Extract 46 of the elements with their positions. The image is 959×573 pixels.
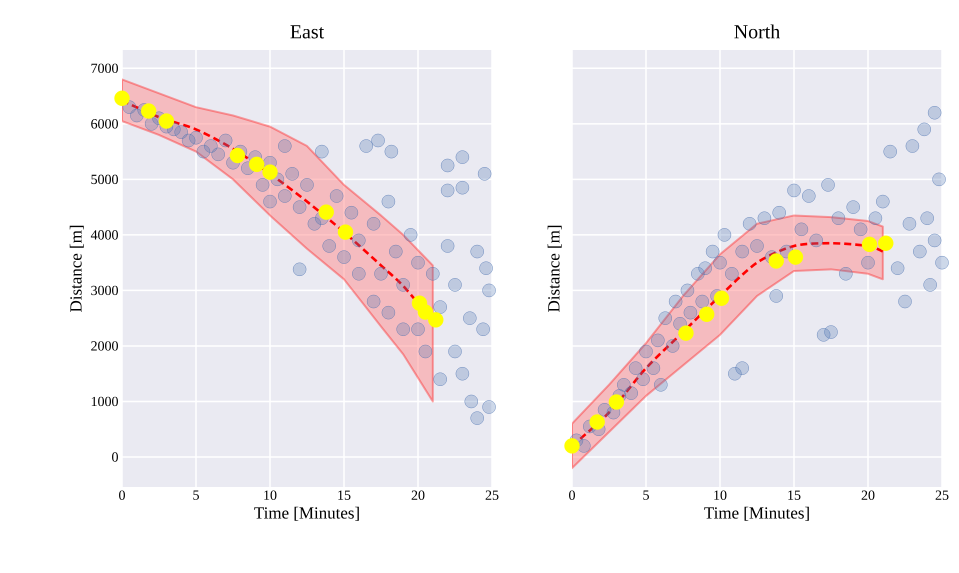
point	[114, 90, 130, 106]
x-tick-label: 25	[486, 490, 498, 500]
x-tick-label: 25	[936, 490, 948, 500]
point	[158, 113, 174, 129]
x-tick-label: 15	[338, 490, 350, 500]
x-tick-label: 20	[412, 490, 424, 500]
point	[589, 414, 605, 430]
point	[564, 438, 580, 454]
point	[862, 236, 878, 252]
x-tick-label: 0	[569, 490, 575, 500]
point	[318, 204, 334, 220]
y-tick-label: 7000	[92, 64, 118, 74]
x-tick-label: 5	[193, 490, 199, 500]
x-tick-label: 15	[788, 490, 800, 500]
x-tick-label: 10	[714, 490, 726, 500]
x-tick-label: 10	[264, 490, 276, 500]
x-axis-title: Time [Minutes]	[254, 506, 359, 521]
y-tick-label: 0	[112, 452, 118, 462]
chart-title: East	[290, 25, 324, 38]
y-axis-title: Distance [m]	[548, 226, 562, 312]
point	[788, 249, 804, 265]
x-tick-label: 20	[862, 490, 874, 500]
point	[768, 253, 784, 269]
point	[338, 224, 354, 240]
x-tick-label: 5	[643, 490, 649, 500]
x-axis-title: Time [Minutes]	[704, 506, 809, 521]
y-tick-label: 6000	[91, 119, 118, 129]
x-tick-label: 0	[119, 490, 125, 500]
y-tick-label: 1000	[92, 396, 118, 406]
y-tick-label: 3000	[91, 286, 118, 296]
point	[230, 148, 246, 164]
point	[428, 312, 444, 328]
point	[714, 290, 730, 306]
y-axis-title: Distance [m]	[70, 226, 84, 312]
point	[678, 325, 694, 341]
point	[418, 304, 434, 320]
point	[262, 164, 278, 180]
point	[878, 236, 894, 251]
chart-title: North	[734, 24, 780, 38]
point	[608, 394, 624, 410]
point	[248, 156, 264, 172]
y-tick-label: 5000	[91, 174, 118, 184]
point	[698, 306, 714, 322]
y-tick-label: 4000	[90, 230, 118, 240]
point	[140, 103, 156, 119]
y-tick-label: 2000	[91, 341, 118, 351]
